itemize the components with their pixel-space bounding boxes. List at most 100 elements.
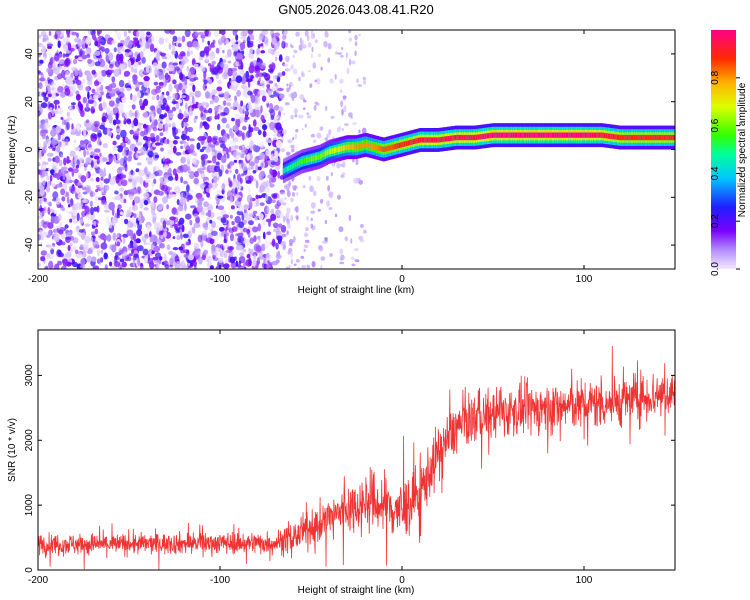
noise-cell bbox=[49, 174, 53, 182]
noise-cell bbox=[61, 196, 66, 202]
noise-cell bbox=[42, 145, 47, 154]
tone-cell bbox=[597, 132, 600, 138]
noise-cell bbox=[290, 144, 295, 149]
tone-cell bbox=[322, 152, 325, 158]
noise-cell bbox=[128, 80, 131, 85]
tone-cell bbox=[593, 132, 596, 138]
noise-cell bbox=[172, 247, 179, 251]
noise-cell bbox=[189, 138, 195, 142]
noise-cell bbox=[100, 91, 105, 96]
noise-cell bbox=[285, 42, 289, 48]
noise-cell bbox=[205, 237, 213, 243]
noise-cell bbox=[236, 173, 242, 182]
noise-cell bbox=[155, 252, 161, 259]
noise-cell bbox=[130, 244, 134, 249]
noise-cell bbox=[98, 168, 104, 173]
noise-cell bbox=[138, 98, 143, 107]
tone-cell bbox=[516, 132, 518, 138]
noise-cell bbox=[94, 61, 101, 67]
noise-cell bbox=[83, 149, 87, 158]
noise-cell bbox=[152, 165, 160, 172]
noise-cell bbox=[257, 223, 262, 232]
tone-cell bbox=[507, 132, 509, 138]
noise-cell bbox=[150, 133, 155, 138]
noise-cell bbox=[257, 44, 261, 49]
noise-cell bbox=[172, 40, 175, 46]
noise-cell bbox=[249, 237, 254, 244]
noise-cell bbox=[139, 38, 143, 42]
noise-cell bbox=[182, 233, 189, 239]
x-tick-label: -100 bbox=[210, 575, 230, 586]
noise-cell bbox=[341, 128, 345, 132]
tone-cell bbox=[578, 132, 581, 138]
noise-cell bbox=[194, 171, 199, 178]
noise-cell bbox=[261, 80, 265, 88]
noise-cell bbox=[162, 220, 167, 229]
noise-cell bbox=[276, 160, 281, 165]
noise-cell bbox=[265, 263, 273, 269]
noise-cell bbox=[192, 40, 199, 48]
noise-cell bbox=[156, 107, 162, 115]
tone-cell bbox=[456, 134, 458, 141]
tone-cell bbox=[661, 134, 664, 141]
noise-cell bbox=[150, 202, 155, 208]
noise-cell bbox=[67, 167, 74, 172]
noise-cell bbox=[310, 30, 314, 36]
noise-cell bbox=[68, 204, 71, 208]
noise-cell bbox=[116, 31, 122, 41]
noise-cell bbox=[130, 66, 135, 73]
tone-cell bbox=[558, 132, 560, 138]
noise-cell bbox=[129, 129, 134, 135]
noise-cell bbox=[354, 34, 358, 41]
noise-cell bbox=[272, 223, 279, 227]
noise-cell bbox=[60, 167, 65, 174]
noise-cell bbox=[253, 126, 260, 131]
noise-cell bbox=[113, 47, 117, 53]
noise-cell bbox=[121, 261, 127, 268]
tone-cell bbox=[606, 133, 609, 139]
noise-cell bbox=[133, 130, 140, 137]
noise-cell bbox=[192, 84, 196, 93]
noise-cell bbox=[57, 40, 61, 48]
noise-cell bbox=[254, 215, 259, 221]
noise-cell bbox=[208, 142, 212, 148]
noise-cell bbox=[258, 35, 263, 43]
noise-cell bbox=[311, 46, 314, 53]
noise-cell bbox=[93, 220, 97, 228]
noise-cell bbox=[78, 184, 84, 189]
noise-cell bbox=[158, 37, 165, 45]
noise-cell bbox=[118, 187, 125, 192]
tone-cell bbox=[648, 134, 651, 141]
noise-cell bbox=[176, 87, 180, 93]
noise-cell bbox=[334, 213, 338, 218]
noise-cell bbox=[151, 243, 155, 249]
noise-cell bbox=[252, 170, 257, 174]
tone-cell bbox=[643, 134, 646, 141]
noise-cell bbox=[159, 132, 164, 137]
noise-cell bbox=[203, 46, 210, 54]
tone-cell bbox=[488, 133, 490, 139]
noise-cell bbox=[303, 99, 307, 103]
noise-cell bbox=[95, 165, 99, 169]
noise-cell bbox=[162, 196, 168, 204]
noise-cell bbox=[238, 265, 245, 269]
noise-cell bbox=[273, 156, 279, 162]
noise-cell bbox=[103, 178, 110, 184]
noise-cell bbox=[136, 150, 142, 154]
tone-cell bbox=[392, 144, 395, 150]
noise-cell bbox=[172, 62, 178, 66]
noise-cell bbox=[135, 80, 140, 89]
noise-cell bbox=[40, 129, 48, 134]
noise-cell bbox=[181, 224, 185, 233]
colorbar-tick-label: 0.4 bbox=[710, 166, 721, 180]
tone-cell bbox=[412, 139, 415, 145]
tone-cell bbox=[426, 137, 429, 143]
tone-cell bbox=[468, 134, 471, 141]
noise-cell bbox=[109, 64, 114, 69]
noise-cell bbox=[137, 258, 141, 266]
noise-cell bbox=[96, 71, 103, 80]
noise-cell bbox=[82, 191, 88, 195]
tone-cell bbox=[353, 144, 355, 150]
tone-cell bbox=[635, 134, 638, 141]
noise-cell bbox=[55, 52, 59, 56]
